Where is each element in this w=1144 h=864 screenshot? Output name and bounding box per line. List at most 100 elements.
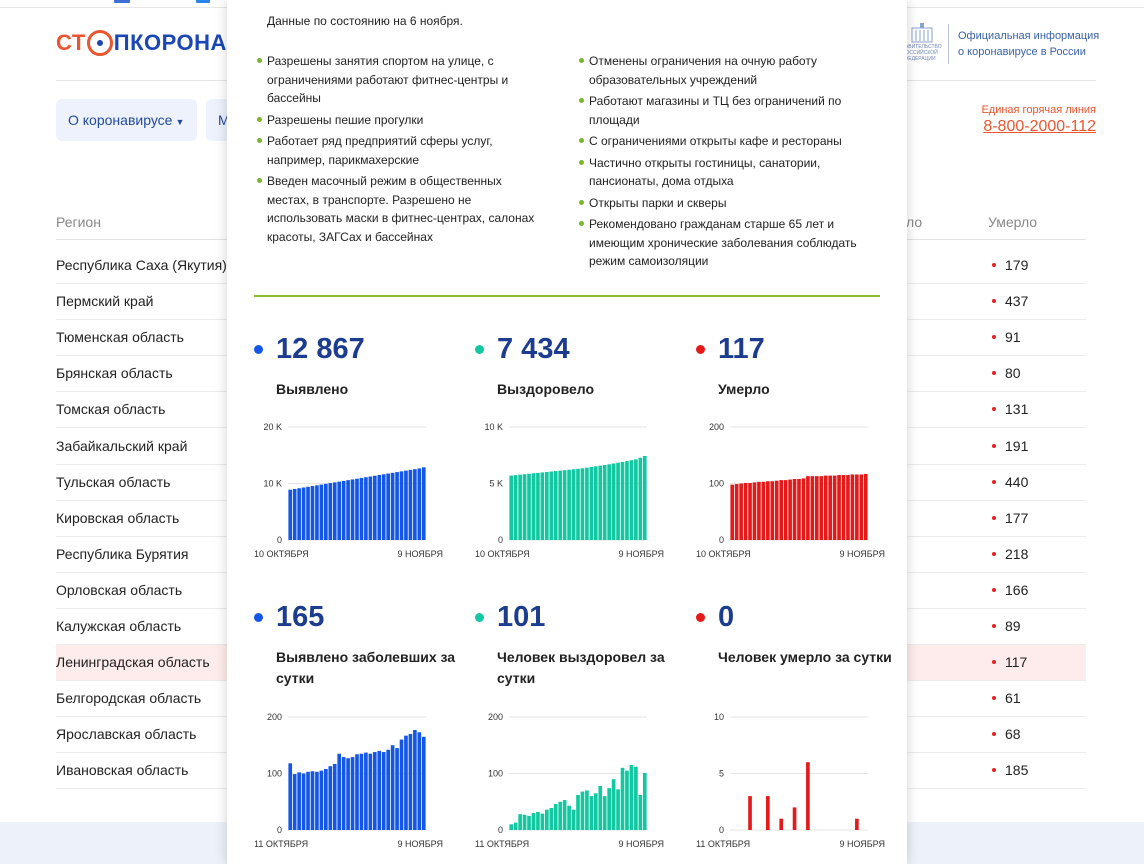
chart-bar[interactable] <box>549 471 554 540</box>
chart-bar[interactable] <box>625 770 629 830</box>
chart-bar[interactable] <box>642 772 647 830</box>
chart-bar[interactable] <box>306 771 310 830</box>
chart-bar[interactable] <box>611 779 616 830</box>
chart-bar[interactable] <box>350 479 355 540</box>
column-header-died[interactable]: Умерло <box>988 214 1038 230</box>
chart-bar[interactable] <box>421 736 426 830</box>
chart-bar[interactable] <box>417 732 422 830</box>
chart-bar[interactable] <box>390 745 395 830</box>
chart-bar[interactable] <box>395 748 399 830</box>
nav-about-dropdown[interactable]: О коронавирусе ▼ <box>56 99 197 141</box>
bookmark-icon[interactable] <box>196 0 210 3</box>
chart-bar[interactable] <box>625 461 629 540</box>
chart-bar[interactable] <box>324 768 328 830</box>
chart-bar[interactable] <box>748 482 752 540</box>
chart-bar[interactable] <box>301 487 306 540</box>
chart-bar[interactable] <box>589 796 594 830</box>
chart-bar[interactable] <box>368 753 373 830</box>
chart-bar[interactable] <box>752 482 757 540</box>
chart-bar[interactable] <box>757 481 761 540</box>
chart-bar[interactable] <box>562 470 567 540</box>
chart-bar[interactable] <box>545 471 549 540</box>
chart-bar[interactable] <box>337 481 342 540</box>
chart-bar[interactable] <box>810 476 815 540</box>
chart-bar[interactable] <box>328 483 333 540</box>
region-name[interactable]: Пермский край <box>56 293 154 310</box>
chart-bar[interactable] <box>301 773 306 831</box>
hotline-phone-link[interactable]: 8-800-2000-112 <box>983 118 1096 135</box>
chart-bar[interactable] <box>404 735 408 830</box>
chart-bar[interactable] <box>823 475 828 540</box>
chart-bar[interactable] <box>593 793 598 830</box>
chart-bar[interactable] <box>399 471 404 540</box>
chart-bar[interactable] <box>571 469 576 540</box>
chart-bar[interactable] <box>337 753 342 830</box>
chart-bar[interactable] <box>814 476 819 540</box>
chart-bar[interactable] <box>828 475 832 540</box>
chart-bar[interactable] <box>292 488 297 540</box>
chart-bar[interactable] <box>571 809 576 830</box>
chart-bar[interactable] <box>527 473 531 540</box>
chart-bar[interactable] <box>739 483 743 541</box>
chart-bar[interactable] <box>774 480 779 540</box>
region-name[interactable]: Забайкальский край <box>56 437 188 454</box>
chart-bar[interactable] <box>315 771 319 830</box>
chart-bar[interactable] <box>558 801 563 830</box>
chart-bar[interactable] <box>788 479 792 540</box>
chart-bar[interactable] <box>364 752 368 830</box>
chart-bar[interactable] <box>580 468 585 540</box>
chart-bar[interactable] <box>513 822 518 830</box>
chart-bar[interactable] <box>408 469 413 540</box>
chart-bar[interactable] <box>850 474 855 540</box>
chart-bar[interactable] <box>779 818 784 830</box>
chart-bar[interactable] <box>553 471 558 540</box>
chart-bar[interactable] <box>513 475 518 540</box>
chart-bar[interactable] <box>540 472 545 540</box>
chart-bar[interactable] <box>324 483 328 540</box>
chart-bar[interactable] <box>341 480 346 540</box>
chart-bar[interactable] <box>413 729 417 830</box>
chart-bar[interactable] <box>766 796 770 830</box>
chart-bar[interactable] <box>553 804 558 830</box>
chart-bar[interactable] <box>536 811 540 830</box>
chart-bar[interactable] <box>841 475 846 540</box>
chart-bar[interactable] <box>766 481 770 540</box>
region-name[interactable]: Ленинградская область <box>56 654 210 671</box>
chart-bar[interactable] <box>607 788 611 830</box>
chart-bar[interactable] <box>562 800 567 830</box>
chart-bar[interactable] <box>593 466 598 540</box>
chart-bar[interactable] <box>638 794 643 830</box>
chart-bar[interactable] <box>797 478 801 540</box>
chart-bar[interactable] <box>863 473 868 540</box>
chart-bar[interactable] <box>634 766 638 830</box>
chart-bar[interactable] <box>616 462 620 540</box>
chart-bar[interactable] <box>386 473 390 540</box>
chart-bar[interactable] <box>585 467 589 540</box>
chart-bar[interactable] <box>350 757 355 830</box>
chart-bar[interactable] <box>792 807 797 830</box>
chart-bar[interactable] <box>315 485 319 540</box>
column-header-region[interactable]: Регион <box>56 214 101 230</box>
chart-bar[interactable] <box>734 484 739 540</box>
chart-bar[interactable] <box>634 459 638 540</box>
chart-bar[interactable] <box>629 765 634 830</box>
chart-bar[interactable] <box>580 791 585 830</box>
region-name[interactable]: Орловская область <box>56 581 183 598</box>
chart-bar[interactable] <box>602 796 607 830</box>
chart-bar[interactable] <box>364 477 368 540</box>
chart-bar[interactable] <box>288 489 293 540</box>
chart-bar[interactable] <box>801 478 806 540</box>
region-name[interactable]: Калужская область <box>56 618 182 634</box>
chart-bar[interactable] <box>607 464 611 540</box>
chart-bar[interactable] <box>527 815 531 830</box>
chart-bar[interactable] <box>620 461 625 540</box>
chart-bar[interactable] <box>638 457 643 540</box>
chart-bar[interactable] <box>859 474 864 540</box>
chart-bar[interactable] <box>297 488 301 540</box>
chart-bar[interactable] <box>598 465 603 540</box>
chart-bar[interactable] <box>779 480 784 540</box>
chart-bar[interactable] <box>359 753 364 830</box>
chart-bar[interactable] <box>558 470 563 540</box>
region-name[interactable]: Республика Саха (Якутия) <box>56 257 227 273</box>
chart-bar[interactable] <box>783 480 788 540</box>
